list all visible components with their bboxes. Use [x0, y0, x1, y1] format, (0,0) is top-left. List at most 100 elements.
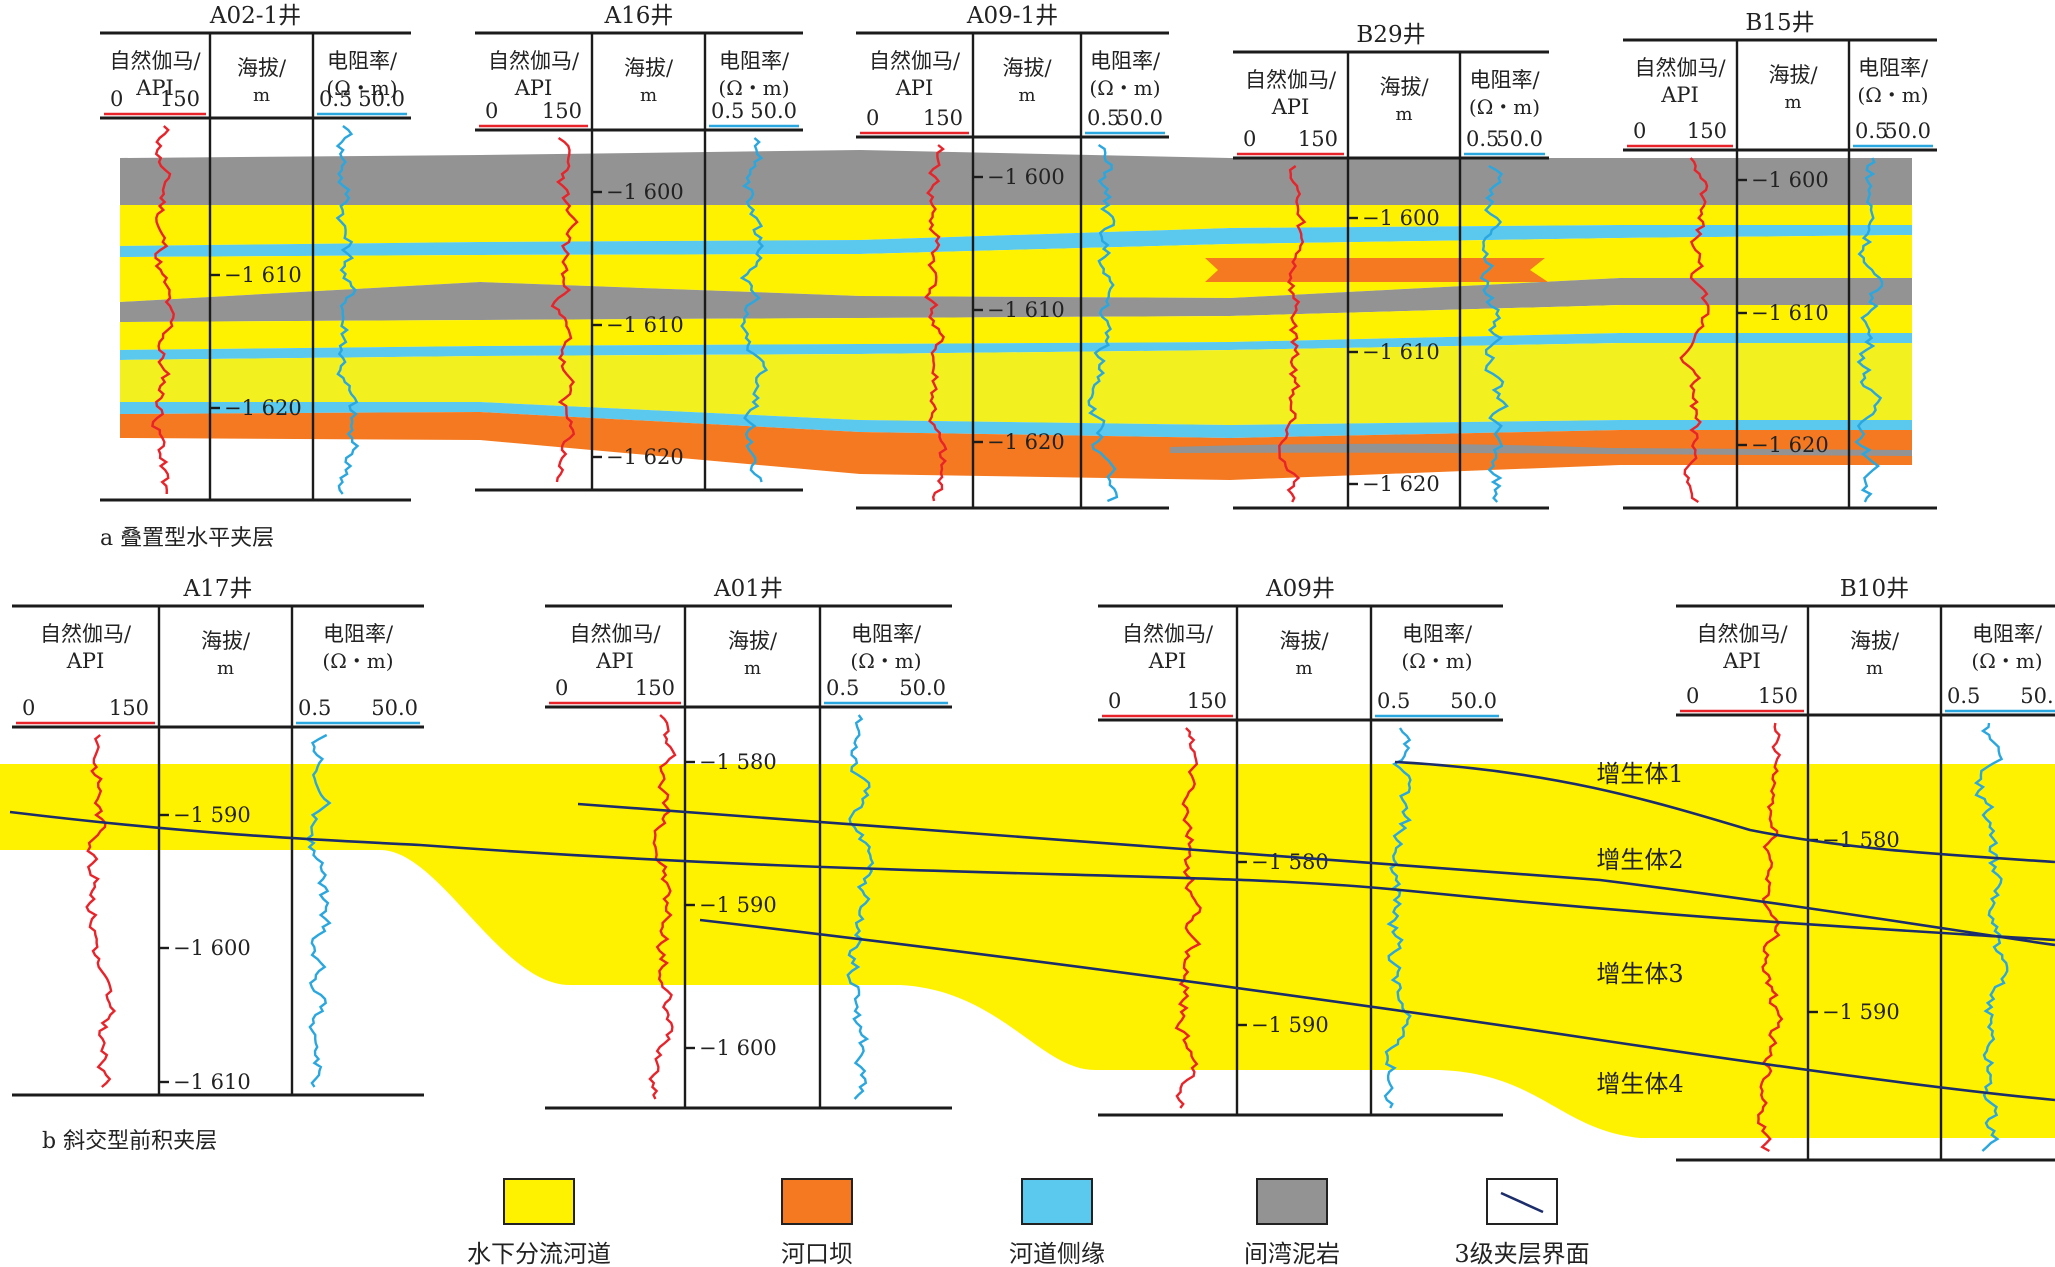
res-scale-min: 0.5	[826, 676, 859, 700]
legend-swatch	[503, 1178, 575, 1225]
gr-label: 自然伽马/	[1696, 622, 1788, 646]
depth-label: −1 610	[173, 1070, 251, 1094]
altitude-unit: m	[1295, 658, 1312, 679]
altitude-label: 海拔/	[237, 56, 287, 80]
res-scale-max: 50.0	[1116, 106, 1163, 130]
well-name: B29井	[1356, 22, 1425, 48]
depth-label: −1 610	[606, 313, 684, 337]
gr-scale-max: 150	[542, 99, 582, 123]
gr-scale-max: 150	[635, 676, 675, 700]
depth-label: −1 590	[173, 803, 251, 827]
gr-unit: API	[66, 649, 105, 673]
res-scale-max: 50.0	[358, 87, 405, 111]
gr-scale-max: 150	[160, 87, 200, 111]
depth-label: −1 620	[1751, 433, 1829, 457]
res-scale-max: 50.0	[1450, 689, 1497, 713]
gamma-ray-curve	[1679, 157, 1710, 504]
resistivity-curve	[846, 714, 875, 1100]
resistivity-label: 电阻率/	[719, 49, 790, 73]
sand-layer-4	[120, 343, 1912, 425]
gr-scale-max: 150	[1298, 127, 1338, 151]
well-name: A02-1井	[209, 3, 301, 29]
well-name: A09井	[1265, 576, 1335, 602]
res-scale-min: 0.5	[319, 87, 352, 111]
resistivity-curve	[1383, 727, 1412, 1109]
res-scale-min: 0.5	[1377, 689, 1410, 713]
gamma-ray-curve	[924, 144, 948, 502]
depth-label: −1 610	[224, 263, 302, 287]
gr-unit: API	[1722, 649, 1761, 673]
gamma-ray-curve	[1278, 165, 1307, 503]
depth-label: −1 590	[1251, 1013, 1329, 1037]
gamma-ray-curve	[85, 734, 117, 1088]
res-scale-max: 50.0	[371, 696, 418, 720]
resistivity-curve	[1479, 164, 1509, 503]
depth-label: −1 600	[987, 165, 1065, 189]
gr-label: 自然伽马/	[569, 622, 661, 646]
depth-label: −1 610	[987, 298, 1065, 322]
altitude-unit: m	[744, 658, 761, 679]
well-name: B15井	[1745, 10, 1814, 36]
gr-scale-min: 0	[110, 87, 123, 111]
interlayer-boundary-line	[1394, 760, 2055, 864]
altitude-label: 海拔/	[1850, 629, 1900, 653]
depth-label: −1 620	[987, 430, 1065, 454]
interlayer-boundaries	[9, 760, 2055, 1102]
resistivity-unit: (Ω・m)	[850, 649, 921, 673]
altitude-unit: m	[217, 658, 234, 679]
interlayer-boundary-line	[577, 802, 2055, 947]
well-name: A16井	[604, 3, 674, 29]
gamma-ray-curve	[151, 125, 175, 495]
resistivity-unit: (Ω・m)	[322, 649, 393, 673]
gr-unit: API	[1148, 649, 1187, 673]
depth-label: −1 600	[606, 180, 684, 204]
gr-scale-min: 0	[1243, 127, 1256, 151]
legend-label: 水下分流河道	[467, 1240, 611, 1267]
depth-label: −1 590	[1822, 1000, 1900, 1024]
legend: 水下分流河道 河口坝 河道侧缘 间湾泥岩 3级夹层界面	[467, 1178, 1590, 1267]
resistivity-label: 电阻率/	[1469, 68, 1540, 92]
gr-unit: API	[514, 76, 553, 100]
legend-line-sample	[1500, 1191, 1544, 1214]
resistivity-label: 电阻率/	[851, 622, 922, 646]
legend-item-shale: 间湾泥岩	[1244, 1178, 1340, 1267]
gr-unit: API	[1660, 83, 1699, 107]
interlayer-boundary-line	[9, 810, 2055, 942]
depth-label: −1 620	[224, 396, 302, 420]
resistivity-unit: (Ω・m)	[1089, 76, 1160, 100]
resistivity-label: 电阻率/	[1090, 49, 1161, 73]
res-scale-min: 0.5	[1466, 127, 1499, 151]
shale-streak	[1170, 443, 1912, 456]
res-scale-min: 0.5	[1947, 684, 1980, 708]
legend-swatch	[1021, 1178, 1093, 1225]
res-scale-min: 0.5	[711, 99, 744, 123]
depth-label: −1 620	[606, 445, 684, 469]
accretion-body-label: 增生体4	[1596, 1070, 1683, 1098]
res-scale-max: 50.0	[750, 99, 797, 123]
altitude-label: 海拔/	[1002, 56, 1052, 80]
legend-swatch	[781, 1178, 853, 1225]
gamma-ray-curve	[648, 714, 677, 1100]
gr-unit: API	[1271, 95, 1310, 119]
resistivity-label: 电阻率/	[327, 49, 398, 73]
resistivity-label: 电阻率/	[1858, 56, 1929, 80]
accretion-labels: 增生体1 增生体2 增生体3 增生体4	[1596, 760, 1683, 1098]
depth-label: −1 600	[1362, 206, 1440, 230]
resistivity-unit: (Ω・m)	[1401, 649, 1472, 673]
gr-scale-min: 0	[1686, 684, 1699, 708]
resistivity-label: 电阻率/	[1402, 622, 1473, 646]
well-name: A01井	[713, 576, 783, 602]
legend-label: 河口坝	[781, 1240, 853, 1267]
legend-item-sand: 水下分流河道	[467, 1178, 611, 1267]
margin-layer-1	[120, 225, 1912, 257]
interlayer-boundary-line	[699, 918, 2055, 1102]
gamma-ray-curve	[1756, 722, 1784, 1153]
well-name: A17井	[183, 576, 253, 602]
altitude-unit: m	[640, 85, 657, 106]
res-scale-max: 50.0	[2020, 684, 2055, 708]
gr-scale-min: 0	[22, 696, 35, 720]
